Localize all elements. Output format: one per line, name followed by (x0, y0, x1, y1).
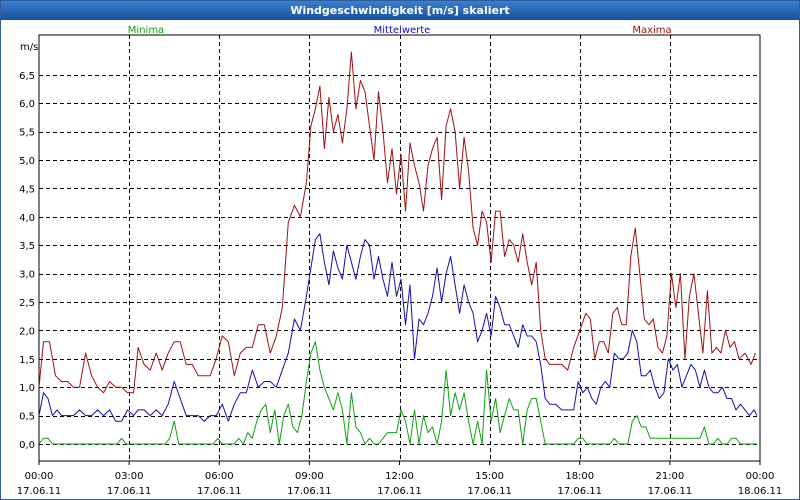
y-axis-label: m/s (20, 42, 38, 53)
y-tick-label: 4,0 (19, 213, 35, 224)
x-tick-time: 15:00 (475, 471, 504, 482)
y-tick-label: 0,5 (19, 412, 35, 423)
y-tick-label: 3,0 (19, 270, 35, 281)
y-tick-label: 2,5 (19, 298, 35, 309)
x-tick-date: 17.06.11 (467, 486, 512, 497)
x-tick-labels: 00:00 17.06.11 03:00 17.06.11 06:00 17.06.11 0… (17, 461, 783, 497)
x-tick-date: 17.06.11 (107, 486, 152, 497)
x-tick-date: 17.06.11 (557, 486, 602, 497)
y-tick-label: 6,0 (19, 99, 35, 110)
x-tick-date: 17.06.11 (377, 486, 422, 497)
x-tick-time: 03:00 (115, 471, 144, 482)
series-line-mittelwerte (38, 233, 758, 422)
series-line-maxima (38, 51, 756, 394)
y-tick-label: 1,0 (19, 383, 35, 394)
x-tick-date: 17.06.11 (287, 486, 332, 497)
y-tick-label: 1,5 (19, 355, 35, 366)
y-tick-label: 4,5 (19, 184, 35, 195)
y-tick-label: 3,5 (19, 241, 35, 252)
y-tick-label: 6,5 (19, 71, 35, 82)
legend-maxima: Maxima (632, 25, 671, 36)
x-tick-time: 00:00 (25, 471, 54, 482)
y-tick-label: 5,5 (19, 128, 35, 139)
chart-title: Windgeschwindigkeit [m/s] skaliert (290, 4, 510, 17)
legend-minima: Minima (128, 25, 164, 36)
x-tick-date: 17.06.11 (197, 486, 242, 497)
x-tick-time: 18:00 (565, 471, 594, 482)
y-tick-labels: 0,0 0,5 1,0 1,5 2,0 2,5 3,0 3,5 4,0 4,5 5,0 5,5 6,0 6… (19, 71, 35, 451)
x-tick-time: 12:00 (385, 471, 414, 482)
x-tick-date: 17.06.11 (648, 486, 693, 497)
x-tick-time: 21:00 (655, 471, 684, 482)
legend: Maxima Mittelwerte Minima (128, 25, 672, 36)
y-tick-label: 5,0 (19, 156, 35, 167)
series-lines (38, 51, 758, 445)
x-tick-date: 18.06.11 (738, 486, 783, 497)
x-tick-date: 17.06.11 (17, 486, 62, 497)
grid (39, 35, 760, 461)
series-line-minima (38, 341, 757, 445)
plot-area (38, 34, 761, 462)
y-tick-label: 0,0 (19, 440, 35, 451)
x-tick-time: 00:00 (746, 471, 775, 482)
title-bar (1, 1, 799, 20)
x-tick-time: 09:00 (295, 471, 324, 482)
x-tick-time: 06:00 (205, 471, 234, 482)
y-tick-label: 2,0 (19, 326, 35, 337)
legend-mittelwerte: Mittelwerte (374, 25, 431, 36)
